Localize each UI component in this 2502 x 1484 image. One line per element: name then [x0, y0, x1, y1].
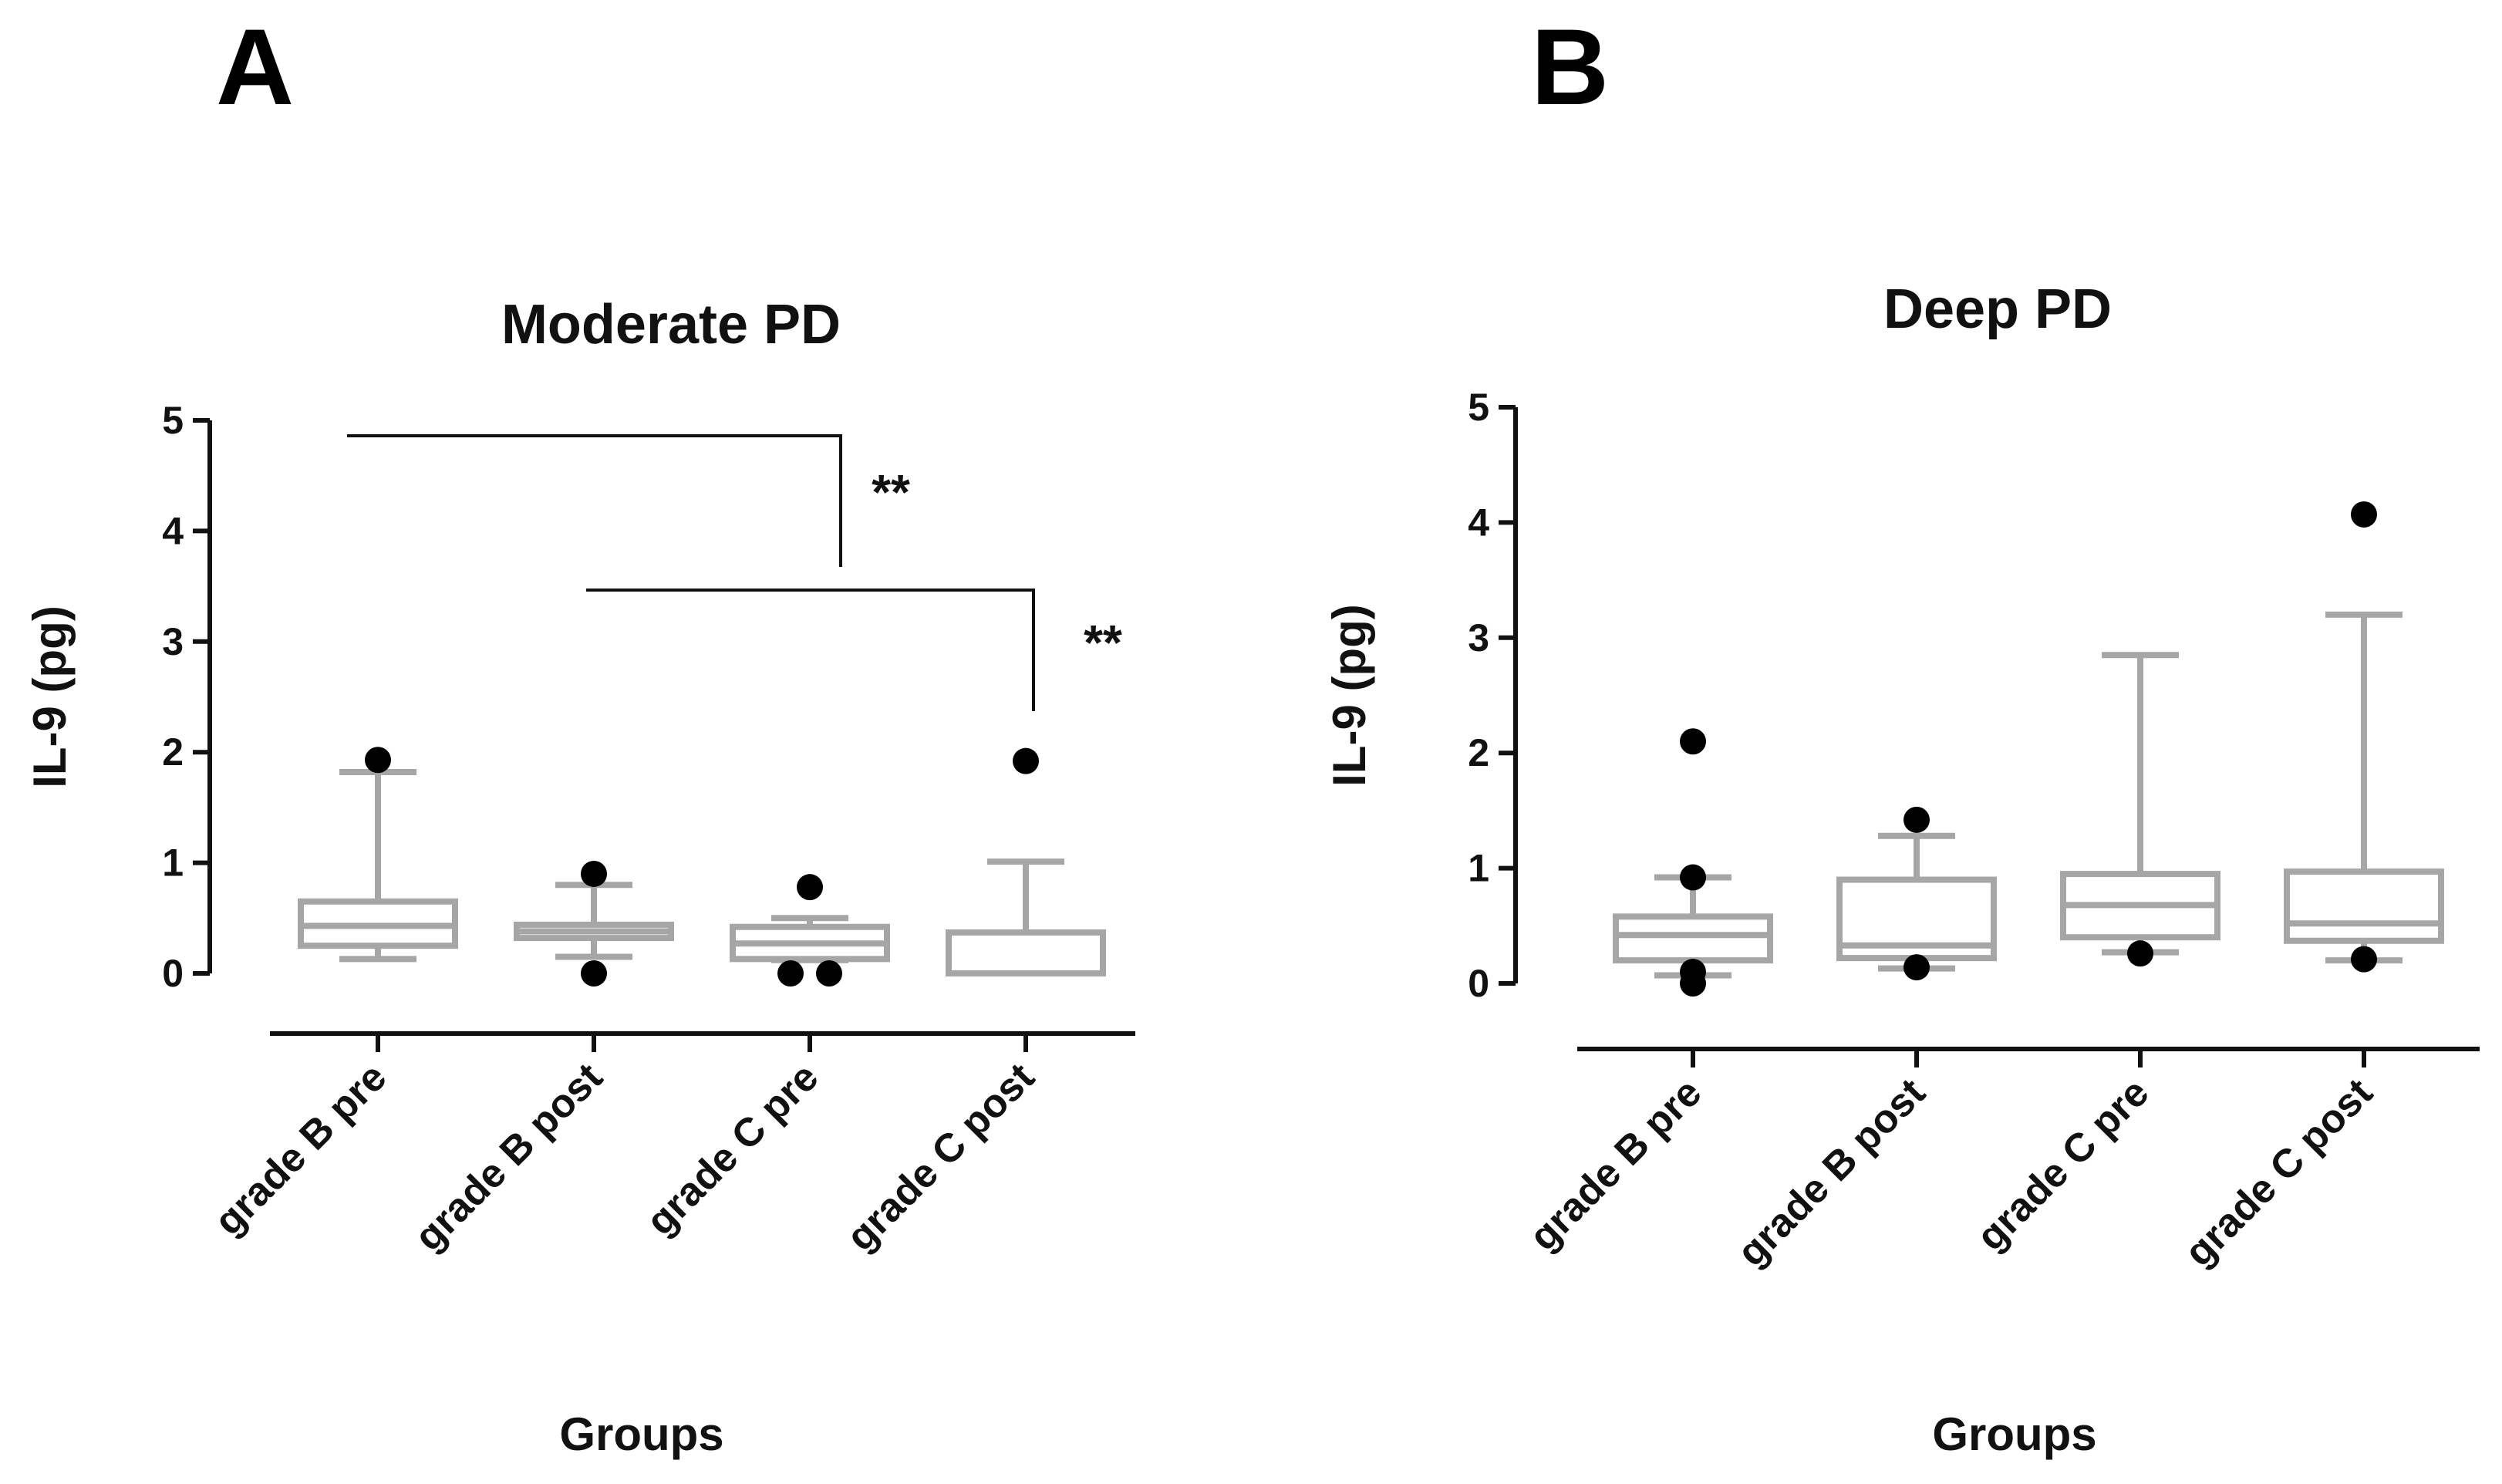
outlier-point: [581, 960, 607, 987]
x-category-label: grade C pre: [1968, 1070, 2157, 1259]
x-axis-label: Groups: [559, 1408, 723, 1460]
x-category-label: grade C post: [838, 1054, 1044, 1260]
y-tick-label: 4: [1468, 501, 1489, 544]
significance-label: **: [1084, 615, 1122, 670]
x-category-label: grade B pre: [1521, 1070, 1710, 1259]
box-plot-2: [730, 874, 890, 987]
outlier-point: [797, 874, 823, 901]
outlier-point: [2127, 940, 2153, 967]
outlier-point: [2351, 946, 2377, 973]
y-tick-label: 4: [162, 509, 184, 552]
outlier-point: [1013, 747, 1039, 774]
box-plot-3: [2284, 501, 2444, 973]
chart-title: Deep PD: [1883, 278, 2112, 340]
outlier-point: [816, 960, 842, 987]
box-plot-3: [946, 747, 1106, 977]
iqr-box: [2284, 868, 2444, 944]
outlier-point: [1903, 806, 1930, 833]
x-category-label: grade B post: [1729, 1070, 1934, 1275]
outlier-point: [1680, 864, 1706, 891]
outlier-point: [581, 860, 607, 887]
x-category-label: grade B pre: [206, 1054, 395, 1243]
iqr-box: [1613, 913, 1773, 964]
iqr-box: [946, 929, 1106, 977]
outlier-point: [365, 747, 391, 774]
y-tick-label: 1: [1468, 847, 1489, 890]
panel-letter: B: [1531, 6, 1609, 127]
significance-bracket-1: **: [586, 589, 1122, 711]
y-tick-label: 3: [1468, 616, 1489, 659]
x-category-label: grade C post: [2177, 1070, 2382, 1275]
x-category-label: grade C pre: [638, 1054, 827, 1243]
x-category-label: grade B post: [406, 1054, 612, 1260]
y-tick-label: 0: [162, 952, 184, 995]
chart-title: Moderate PD: [501, 294, 841, 356]
y-tick-label: 5: [1468, 386, 1489, 429]
y-tick-label: 1: [162, 841, 184, 885]
outlier-point: [1680, 728, 1706, 755]
panel-letter: A: [216, 6, 294, 127]
bracket-line: [586, 589, 1035, 711]
y-tick-label: 0: [1468, 962, 1489, 1005]
box-plot-0: [1613, 728, 1773, 997]
box-plot-1: [514, 860, 674, 987]
y-tick-label: 2: [1468, 731, 1489, 774]
outlier-point: [1680, 970, 1706, 997]
y-tick-label: 5: [162, 399, 184, 442]
y-axis-label: IL-9 (pg): [24, 605, 76, 788]
bracket-line: [347, 434, 842, 567]
y-tick-label: 3: [162, 620, 184, 663]
box-plot-0: [298, 747, 458, 963]
significance-bracket-0: **: [347, 434, 910, 567]
box-plot-1: [1836, 806, 1997, 981]
box-plot-2: [2060, 652, 2220, 967]
outlier-point: [2351, 501, 2377, 528]
x-axis-label: Groups: [1932, 1408, 2096, 1460]
y-tick-label: 2: [162, 730, 184, 774]
y-axis-label: IL-9 (pg): [1323, 604, 1375, 787]
outlier-point: [777, 960, 804, 987]
significance-label: **: [872, 464, 910, 520]
outlier-point: [1903, 954, 1930, 981]
